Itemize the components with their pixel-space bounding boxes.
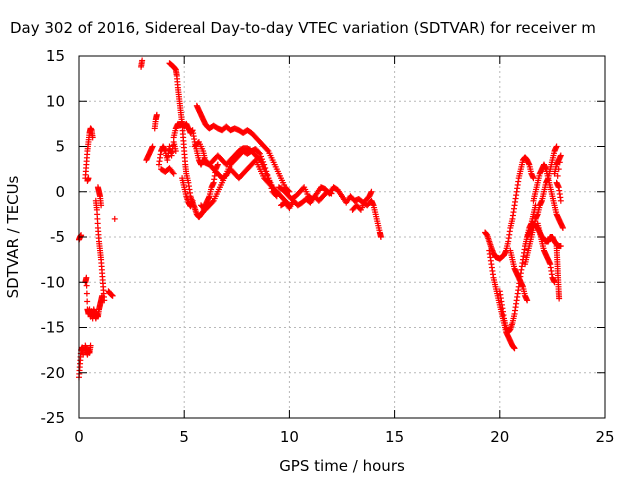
data-point: [83, 290, 90, 297]
series-track-af: [530, 161, 566, 231]
y-tick-label: 10: [46, 92, 65, 110]
x-tick-label: 15: [385, 428, 404, 446]
series-track-l: [143, 143, 156, 164]
series-track-x: [339, 193, 384, 240]
y-tick-label: -15: [41, 319, 66, 337]
y-axis-label: SDTVAR / TECUs: [4, 175, 22, 298]
series-track-w: [277, 188, 335, 212]
series-track-n: [155, 138, 179, 168]
data-point: [554, 172, 561, 179]
y-tick-label: -10: [41, 273, 66, 291]
x-axis-label: GPS time / hours: [279, 457, 405, 475]
data-point: [328, 190, 335, 197]
series-track-r: [179, 175, 196, 210]
series-track-j: [111, 215, 118, 222]
series-track-h: [94, 184, 105, 209]
series-track-ai: [553, 243, 563, 302]
data-point: [530, 175, 537, 182]
data-point: [511, 345, 518, 352]
y-tick-label: -20: [41, 364, 66, 382]
data-point: [524, 297, 531, 304]
data-point: [557, 197, 564, 204]
data-point: [139, 57, 146, 64]
data-point: [83, 274, 90, 281]
series-track-s: [193, 102, 293, 195]
data-point: [273, 193, 280, 200]
data-point: [556, 295, 563, 302]
data-point: [85, 175, 92, 182]
series-track-f: [84, 175, 92, 184]
data-point: [83, 282, 90, 289]
series-track-p: [166, 60, 221, 221]
series-track-k: [138, 57, 146, 70]
y-tick-label: -5: [50, 228, 65, 246]
series-track-ac: [507, 247, 531, 304]
series-track-y: [349, 188, 375, 213]
y-tick-label: -25: [41, 409, 66, 427]
data-point: [111, 215, 118, 222]
x-tick-label: 0: [74, 428, 84, 446]
data-point: [557, 152, 564, 159]
data-point: [255, 149, 262, 156]
y-tick-labels: -25 -20 -15 -10 -5 0 5 10 15: [41, 47, 66, 427]
grid: [79, 56, 605, 418]
y-tick-label: 0: [55, 183, 65, 201]
y-tick-label: 15: [46, 47, 65, 65]
data-point: [87, 342, 94, 349]
data-point: [101, 297, 108, 304]
series-track-z: [482, 154, 537, 262]
data-point: [555, 166, 562, 173]
data-point: [269, 184, 276, 191]
series-track-c: [82, 342, 94, 358]
data-point: [214, 161, 221, 168]
y-tick-label: 5: [55, 138, 65, 156]
data-point: [153, 111, 160, 118]
data-point: [149, 143, 156, 150]
x-tick-label: 5: [179, 428, 189, 446]
axis-ticks: [78, 55, 606, 419]
x-tick-label: 25: [595, 428, 614, 446]
x-tick-label: 20: [490, 428, 509, 446]
data-point: [209, 198, 216, 205]
data-point: [98, 202, 105, 209]
series-track-ah: [551, 152, 564, 204]
data-point: [264, 146, 271, 153]
series-track-i: [105, 288, 116, 299]
data-point: [109, 292, 116, 299]
data-point: [169, 169, 176, 176]
series-track-u: [198, 148, 276, 213]
data-point: [172, 148, 179, 155]
data-point: [368, 188, 375, 195]
data-point: [255, 155, 262, 162]
series-track-ab: [496, 202, 539, 336]
data-point: [553, 143, 560, 150]
x-tick-labels: 0 5 10 15 20 25: [74, 428, 614, 446]
data-points: [76, 57, 566, 381]
data-point: [377, 234, 384, 240]
series-track-t: [191, 138, 280, 200]
series-track-o: [158, 165, 177, 177]
data-point: [170, 170, 177, 177]
data-point: [189, 197, 196, 204]
data-point: [556, 159, 563, 166]
x-tick-label: 10: [280, 428, 299, 446]
data-point: [559, 224, 566, 231]
chart-title: Day 302 of 2016, Sidereal Day-to-day VTE…: [10, 19, 596, 37]
data-point: [272, 192, 279, 199]
series-track-m: [151, 111, 160, 132]
series-track-d: [82, 274, 106, 322]
data-point: [84, 298, 91, 305]
data-point: [256, 150, 263, 157]
series-track-g: [92, 197, 108, 304]
series-track-e: [82, 125, 96, 182]
data-point: [89, 134, 96, 141]
